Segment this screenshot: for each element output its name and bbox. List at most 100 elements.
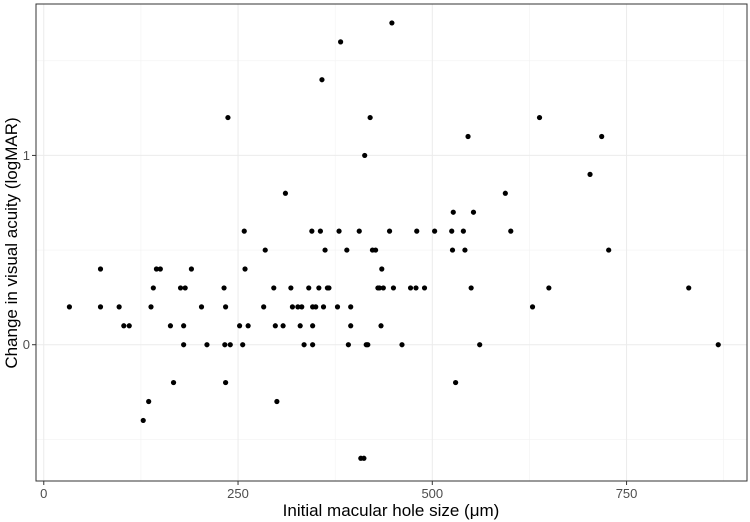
data-point — [146, 398, 152, 405]
data-point — [150, 285, 156, 291]
data-point — [167, 323, 174, 329]
data-point — [66, 304, 73, 310]
data-point — [309, 228, 315, 234]
x-tick-label: 0 — [40, 486, 47, 501]
data-point — [389, 20, 395, 26]
x-tick-label: 250 — [227, 486, 249, 501]
data-point — [356, 228, 362, 234]
data-point — [222, 342, 228, 348]
data-point — [198, 304, 205, 310]
data-point — [599, 133, 605, 140]
data-point — [310, 323, 316, 329]
data-point — [182, 285, 188, 291]
data-point — [116, 304, 122, 310]
data-point — [188, 266, 195, 272]
data-point — [529, 304, 536, 310]
data-point — [313, 304, 319, 310]
data-point — [240, 342, 246, 348]
y-tick-label: 1 — [23, 148, 30, 163]
data-point — [407, 285, 414, 291]
data-point — [414, 228, 420, 234]
data-point — [336, 228, 342, 234]
data-point — [465, 133, 471, 140]
data-point — [376, 285, 383, 291]
major-gridlines — [36, 4, 747, 481]
x-axis-ticks: 0 250 500 750 — [40, 481, 637, 501]
data-point — [477, 342, 483, 348]
data-point — [348, 304, 354, 310]
data-point — [546, 285, 552, 291]
data-point — [508, 228, 514, 234]
data-point — [361, 455, 367, 461]
data-point — [288, 285, 294, 291]
data-point — [306, 285, 312, 291]
data-point — [449, 228, 455, 234]
data-point — [225, 114, 231, 121]
data-point — [227, 342, 233, 348]
data-point — [121, 323, 127, 329]
data-point — [322, 247, 328, 253]
data-point — [432, 228, 438, 234]
data-point — [97, 304, 104, 310]
data-point — [272, 323, 278, 329]
data-point — [262, 247, 268, 253]
data-point — [367, 114, 373, 121]
data-point — [606, 247, 612, 253]
data-point — [261, 304, 267, 310]
data-point — [453, 379, 459, 386]
data-point — [181, 323, 187, 329]
data-point — [502, 190, 508, 196]
data-point — [380, 285, 386, 291]
x-tick-label: 500 — [421, 486, 443, 501]
data-point — [271, 285, 277, 291]
data-point — [170, 379, 177, 386]
data-point — [297, 323, 303, 329]
data-point — [148, 304, 154, 310]
data-point — [413, 285, 419, 291]
data-point — [242, 266, 248, 272]
minor-gridlines — [36, 4, 747, 481]
data-point — [299, 304, 305, 310]
data-point — [316, 285, 322, 291]
data-point — [319, 77, 325, 83]
data-point — [338, 39, 344, 45]
data-point — [310, 342, 316, 348]
data-point — [317, 228, 323, 234]
data-point — [468, 285, 474, 291]
data-point — [470, 209, 477, 215]
data-point — [715, 342, 721, 348]
x-tick-label: 750 — [616, 486, 638, 501]
data-point — [378, 323, 384, 329]
data-point — [221, 285, 227, 291]
data-points — [66, 20, 721, 461]
y-tick-label: 0 — [23, 337, 30, 352]
plot-panel-border — [35, 3, 748, 482]
data-point — [421, 285, 428, 291]
data-point — [241, 228, 247, 234]
data-point — [379, 266, 385, 272]
data-point — [365, 342, 371, 348]
data-point — [686, 285, 692, 291]
data-point — [157, 266, 163, 272]
data-point — [344, 247, 350, 253]
data-point — [326, 285, 332, 291]
y-axis-title: Change in visual acuity (logMAR) — [2, 117, 21, 368]
data-point — [126, 323, 132, 329]
data-point — [345, 342, 351, 348]
data-point — [223, 379, 229, 386]
data-point — [280, 323, 286, 329]
data-point — [462, 247, 468, 253]
data-point — [140, 417, 146, 424]
data-point — [334, 304, 341, 310]
data-point — [289, 304, 296, 310]
data-point — [153, 266, 160, 272]
x-axis-title: Initial macular hole size (μm) — [283, 501, 500, 520]
data-point — [236, 323, 243, 329]
data-point — [536, 114, 543, 121]
data-point — [177, 285, 184, 291]
data-point — [460, 228, 466, 234]
data-point — [295, 304, 301, 310]
data-point — [204, 342, 210, 348]
